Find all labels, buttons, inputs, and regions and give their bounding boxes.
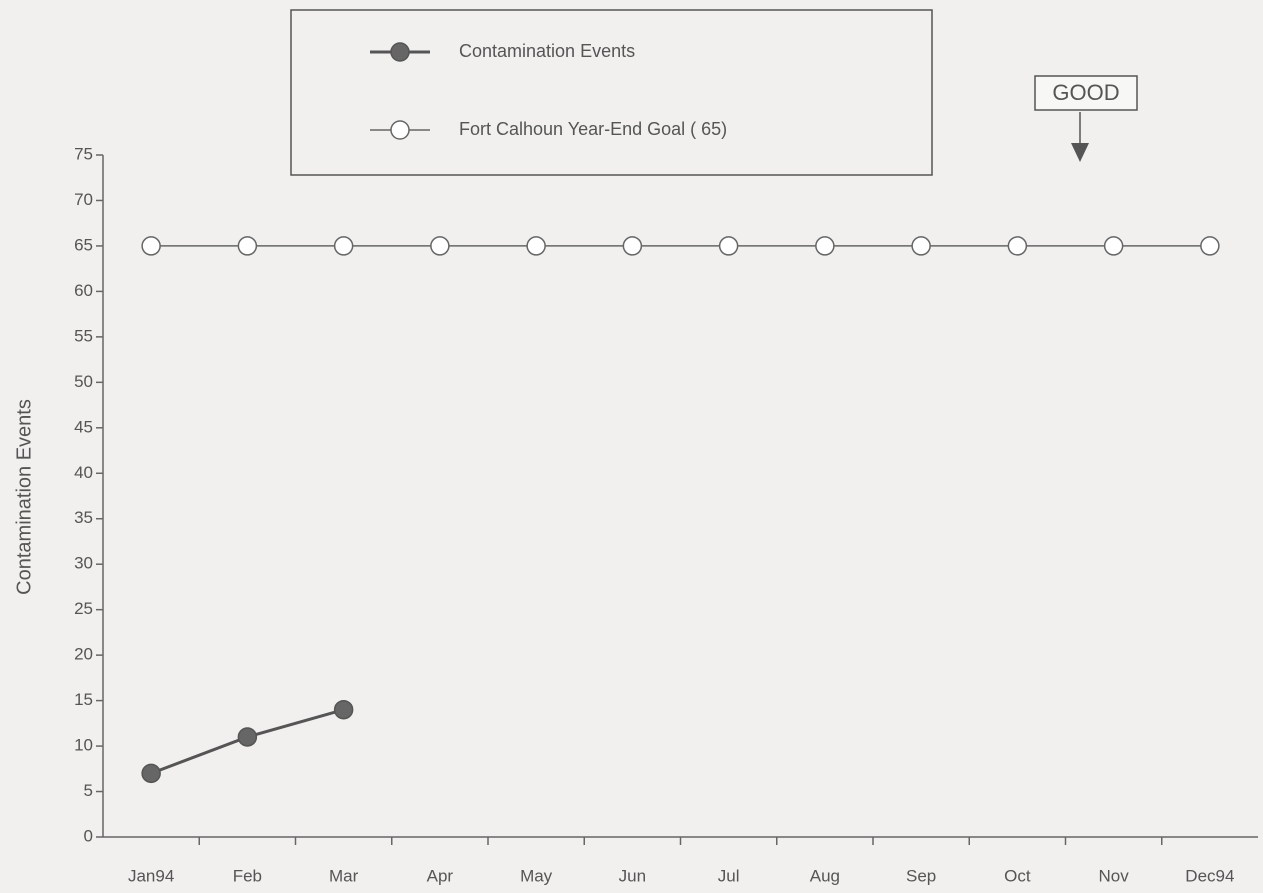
series-marker bbox=[430, 236, 450, 256]
x-tick-label: Jan94 bbox=[128, 866, 174, 885]
y-tick-label: 25 bbox=[74, 599, 93, 618]
y-tick-label: 75 bbox=[74, 144, 93, 163]
series-marker bbox=[911, 236, 931, 256]
x-tick-label: Nov bbox=[1099, 866, 1130, 885]
legend-marker bbox=[390, 120, 410, 140]
x-tick-label: Jun bbox=[619, 866, 646, 885]
x-tick-label: Mar bbox=[329, 866, 359, 885]
y-tick-label: 35 bbox=[74, 508, 93, 527]
series-marker bbox=[1200, 236, 1220, 256]
annotation-arrowhead bbox=[1071, 143, 1089, 162]
y-tick-label: 60 bbox=[74, 281, 93, 300]
legend-box bbox=[290, 9, 933, 176]
x-tick-label: Dec94 bbox=[1185, 866, 1234, 885]
y-tick-label: 0 bbox=[84, 826, 93, 845]
annotation-box bbox=[1034, 75, 1138, 111]
legend-label: Fort Calhoun Year-End Goal ( 65) bbox=[459, 119, 727, 139]
y-tick-label: 30 bbox=[74, 554, 93, 573]
legend-marker bbox=[390, 42, 410, 62]
x-tick-label: Sep bbox=[906, 866, 936, 885]
y-tick-label: 70 bbox=[74, 190, 93, 209]
series-marker bbox=[333, 236, 354, 256]
series-marker bbox=[141, 763, 161, 784]
series-marker bbox=[237, 727, 258, 747]
x-tick-label: Oct bbox=[1004, 866, 1031, 885]
series-marker bbox=[526, 236, 546, 256]
y-tick-label: 40 bbox=[74, 463, 93, 482]
y-tick-label: 5 bbox=[84, 781, 93, 800]
y-axis-title: Contamination Events bbox=[13, 399, 35, 595]
x-tick-label: Aug bbox=[810, 866, 840, 885]
y-tick-label: 10 bbox=[74, 736, 93, 755]
series-marker bbox=[141, 236, 161, 256]
y-tick-label: 65 bbox=[74, 235, 93, 254]
x-tick-label: Feb bbox=[233, 866, 262, 885]
series-marker bbox=[1007, 236, 1028, 256]
y-tick-label: 15 bbox=[74, 690, 93, 709]
x-tick-label: May bbox=[520, 866, 553, 885]
series-marker bbox=[237, 236, 258, 256]
y-tick-label: 45 bbox=[74, 417, 93, 436]
legend-label: Contamination Events bbox=[459, 41, 635, 61]
annotation: GOOD bbox=[1052, 80, 1119, 105]
x-tick-label: Jul bbox=[718, 866, 740, 885]
series-marker bbox=[333, 699, 354, 720]
y-tick-label: 20 bbox=[74, 645, 93, 664]
series-marker bbox=[622, 236, 643, 256]
y-tick-label: 50 bbox=[74, 372, 93, 391]
series-marker bbox=[815, 236, 835, 256]
series-marker bbox=[718, 236, 739, 256]
y-tick-label: 55 bbox=[74, 326, 93, 345]
series-marker bbox=[1103, 236, 1124, 256]
x-tick-label: Apr bbox=[427, 866, 454, 885]
